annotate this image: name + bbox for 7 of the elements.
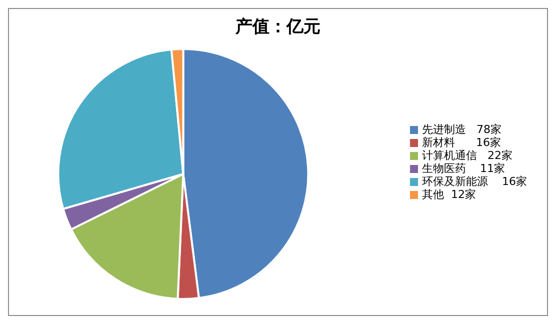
legend-label: 新材料 16家 [422, 136, 501, 149]
legend-label: 其他 12家 [422, 188, 476, 201]
chart-title: 产值：亿元 [234, 16, 322, 38]
legend-label: 先进制造 78家 [422, 123, 502, 136]
legend-label: 生物医药 11家 [422, 162, 505, 175]
legend-label: 计算机通信 22家 [422, 149, 513, 162]
legend-label: 环保及新能源 16家 [422, 175, 527, 188]
